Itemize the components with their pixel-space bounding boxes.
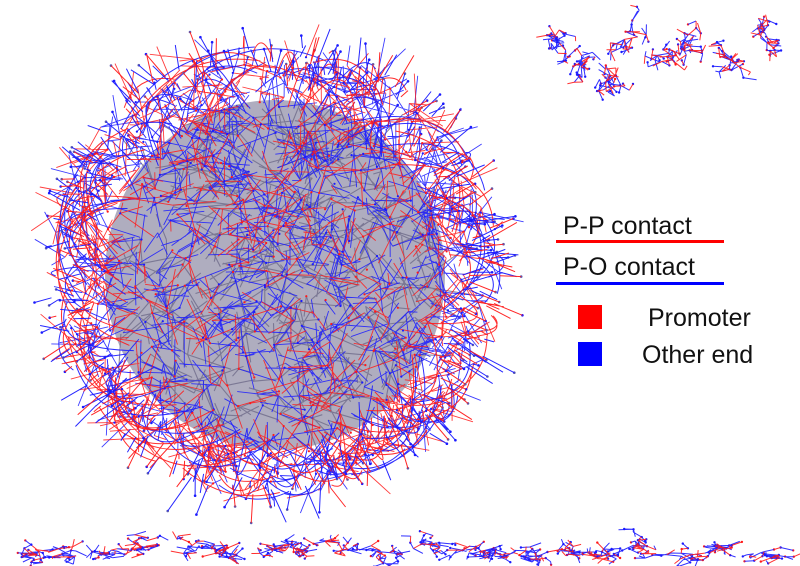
other-end-label: Other end — [642, 341, 754, 369]
top-right-small-components — [536, 4, 783, 101]
promoter-swatch — [578, 305, 602, 329]
other-end-swatch — [578, 342, 602, 366]
bottom-strip-small-components — [16, 527, 800, 566]
main-hairball-component — [30, 24, 524, 525]
pp-contact-label: P-P contact — [563, 212, 692, 240]
po-contact-label: P-O contact — [563, 253, 695, 281]
promoter-label: Promoter — [648, 304, 751, 332]
pp-contact-line — [556, 240, 724, 243]
po-contact-line — [556, 282, 724, 285]
